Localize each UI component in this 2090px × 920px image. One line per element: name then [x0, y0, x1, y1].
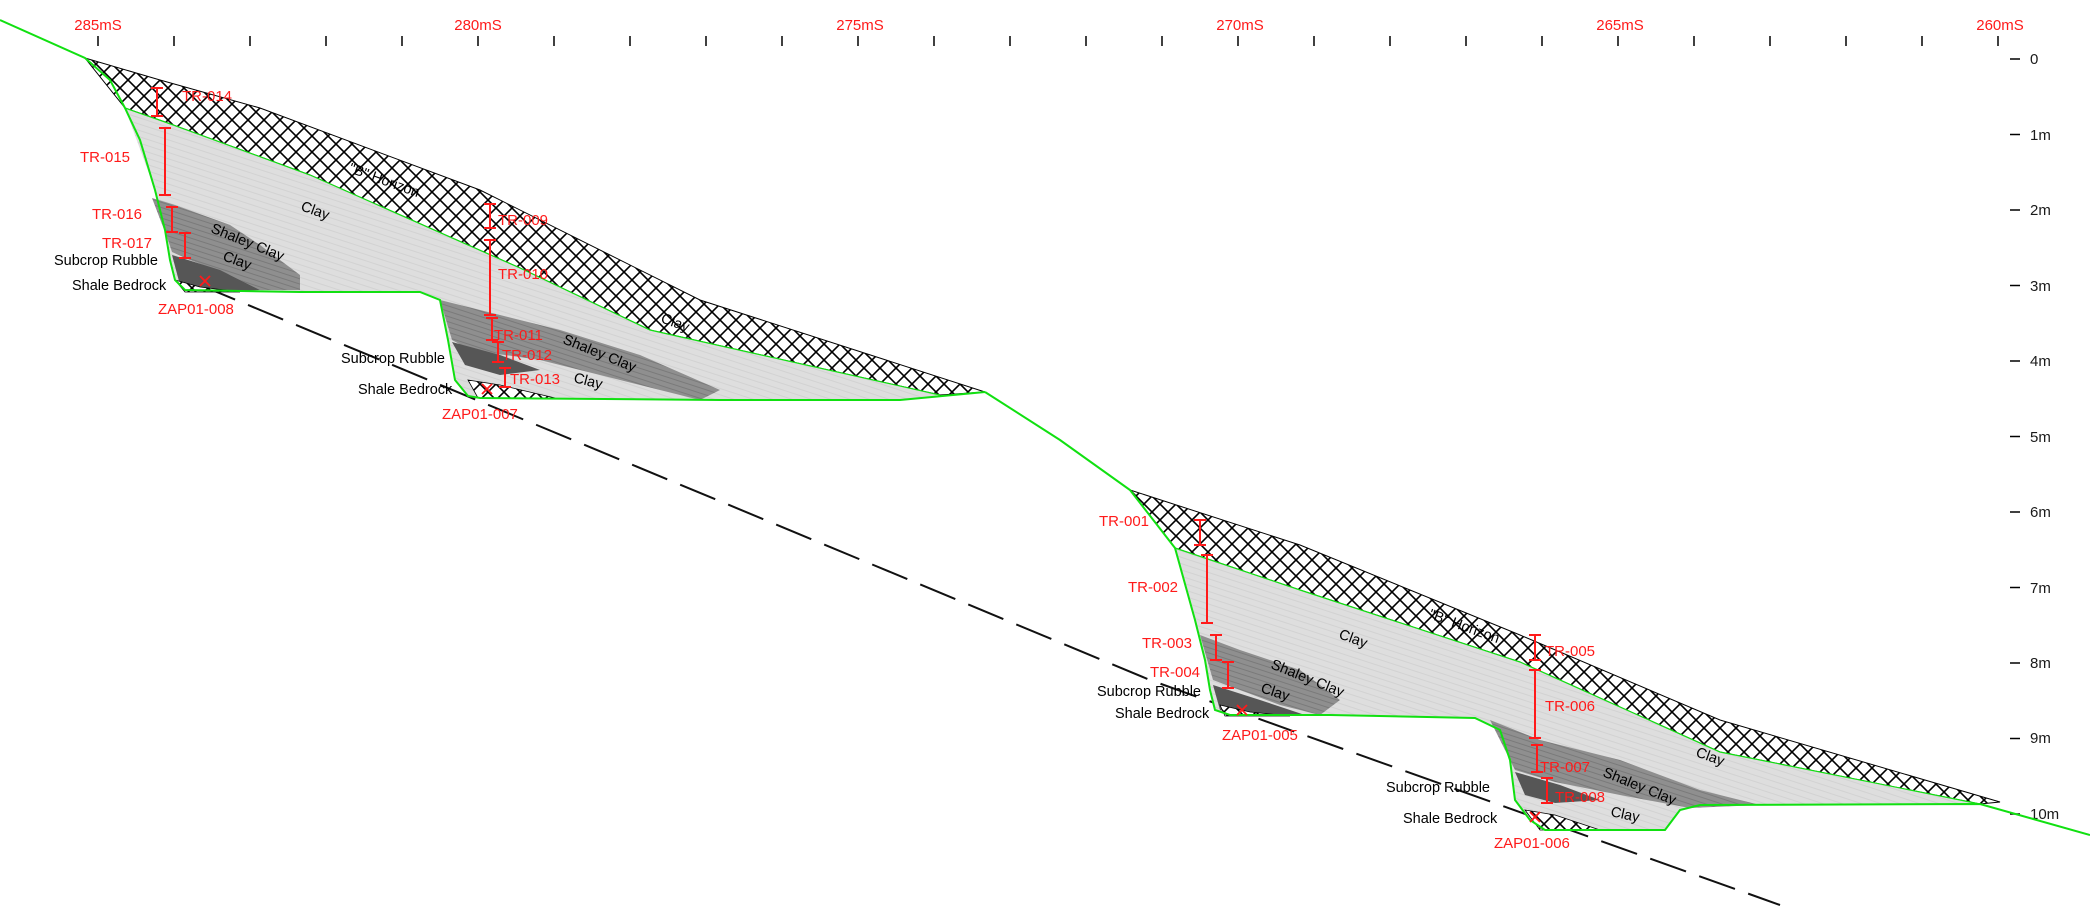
label-tr006: TR-006 — [1545, 698, 1595, 715]
clay-lower — [1175, 548, 1980, 830]
depth-label-8m: 8m — [2030, 655, 2051, 672]
ground-surface-line — [0, 19, 2090, 836]
x-zap005 — [1236, 704, 1248, 716]
easting-label-265: 265mS — [1596, 17, 1644, 34]
easting-label-275: 275mS — [836, 17, 884, 34]
interval-tr010 — [484, 239, 496, 316]
interval-tr003 — [1210, 634, 1222, 661]
interval-tr017 — [179, 232, 191, 259]
depth-label-3m: 3m — [2030, 278, 2051, 295]
easting-label-285: 285mS — [74, 17, 122, 34]
label-tr012: TR-012 — [502, 347, 552, 364]
label-zap008: ZAP01-008 — [158, 301, 234, 318]
label-shale-bedrock-upper-1: Shale Bedrock — [72, 278, 167, 294]
label-subcrop-rubble-upper-1: Subcrop Rubble — [54, 253, 158, 269]
axis-ticks — [97, 36, 1999, 46]
sample-points — [199, 275, 1541, 823]
label-tr005: TR-005 — [1545, 643, 1595, 660]
label-shale-bedrock-lower-1: Shale Bedrock — [1115, 706, 1210, 722]
rubble-lower-1 — [1213, 685, 1305, 715]
shaley-clay-lower-1 — [1200, 635, 1340, 715]
interval-tr007 — [1531, 744, 1543, 773]
depth-label-9m: 9m — [2030, 730, 2051, 747]
label-tr002: TR-002 — [1128, 579, 1178, 596]
label-tr009: TR-009 — [498, 212, 548, 229]
label-tr001: TR-001 — [1099, 513, 1149, 530]
depth-scale: 0 1m 2m 3m 4m 5m 6m 7m 8m 9m 10m — [2010, 51, 2059, 823]
top-axis: 285mS 280mS 275mS 270mS 265mS 260mS — [74, 17, 2024, 46]
label-tr004: TR-004 — [1150, 664, 1200, 681]
interval-tr012 — [492, 341, 504, 363]
interval-tr002 — [1201, 554, 1213, 624]
label-zap006: ZAP01-006 — [1494, 835, 1570, 852]
b-horizon-base-lower — [1174, 547, 1981, 805]
interval-tr015 — [159, 127, 171, 196]
label-tr014: TR-014 — [182, 88, 232, 105]
label-zap005: ZAP01-005 — [1222, 727, 1298, 744]
depth-ticks — [2010, 58, 2020, 815]
label-zap007: ZAP01-007 — [442, 406, 518, 423]
label-clay-lower-4: Clay — [1609, 804, 1641, 826]
label-tr017: TR-017 — [102, 235, 152, 252]
x-zap008 — [199, 275, 211, 287]
label-tr015: TR-015 — [80, 149, 130, 166]
interval-tr016 — [166, 206, 178, 233]
interval-tr006 — [1529, 669, 1541, 739]
b-horizon-base-upper — [124, 107, 941, 396]
label-tr013: TR-013 — [510, 371, 560, 388]
rubble-lower-2 — [1515, 772, 1600, 803]
depth-label-6m: 6m — [2030, 504, 2051, 521]
depth-label-5m: 5m — [2030, 429, 2051, 446]
easting-label-270: 270mS — [1216, 17, 1264, 34]
interval-tr008 — [1541, 777, 1553, 804]
interval-tr013 — [499, 367, 511, 388]
label-shale-bedrock-lower-2: Shale Bedrock — [1403, 811, 1498, 827]
label-shale-bedrock-upper-2: Shale Bedrock — [358, 382, 453, 398]
label-tr010: TR-010 — [498, 266, 548, 283]
interval-tr014 — [151, 87, 163, 117]
label-tr008: TR-008 — [1555, 789, 1605, 806]
trench-lower-right — [1128, 489, 2001, 831]
easting-label-260: 260mS — [1976, 17, 2024, 34]
easting-label-280: 280mS — [454, 17, 502, 34]
depth-label-4m: 4m — [2030, 353, 2051, 370]
interval-tr005 — [1529, 634, 1541, 661]
rubble-upper-1 — [172, 255, 260, 292]
label-tr016: TR-016 — [92, 206, 142, 223]
label-subcrop-rubble-lower-1: Subcrop Rubble — [1097, 684, 1201, 700]
rubble-upper-2 — [452, 342, 540, 375]
depth-label-1m: 1m — [2030, 127, 2051, 144]
x-zap006 — [1529, 811, 1541, 823]
label-tr011: TR-011 — [494, 327, 543, 344]
interval-tr001 — [1194, 519, 1206, 546]
interval-tr011 — [486, 317, 498, 341]
label-tr003: TR-003 — [1142, 635, 1192, 652]
sample-labels: TR-014 TR-015 TR-016 TR-017 ZAP01-008 TR… — [80, 88, 1605, 852]
label-tr007: TR-007 — [1540, 759, 1590, 776]
x-zap007 — [481, 383, 493, 395]
label-subcrop-rubble-upper-2: Subcrop Rubble — [341, 351, 445, 367]
sample-intervals — [151, 87, 1553, 804]
interval-tr009 — [484, 203, 496, 229]
shaley-clay-lower-2 — [1490, 720, 1760, 808]
shaley-clay-upper-2 — [440, 300, 720, 400]
depth-label-10m: 10m — [2030, 806, 2059, 823]
shaley-clay-upper-1 — [152, 198, 300, 290]
depth-label-2m: 2m — [2030, 202, 2051, 219]
depth-label-7m: 7m — [2030, 580, 2051, 597]
depth-label-0: 0 — [2030, 51, 2038, 68]
label-clay-upper-4: Clay — [572, 370, 605, 393]
interval-tr004 — [1222, 661, 1234, 689]
label-subcrop-rubble-lower-2: Subcrop Rubble — [1386, 780, 1490, 796]
